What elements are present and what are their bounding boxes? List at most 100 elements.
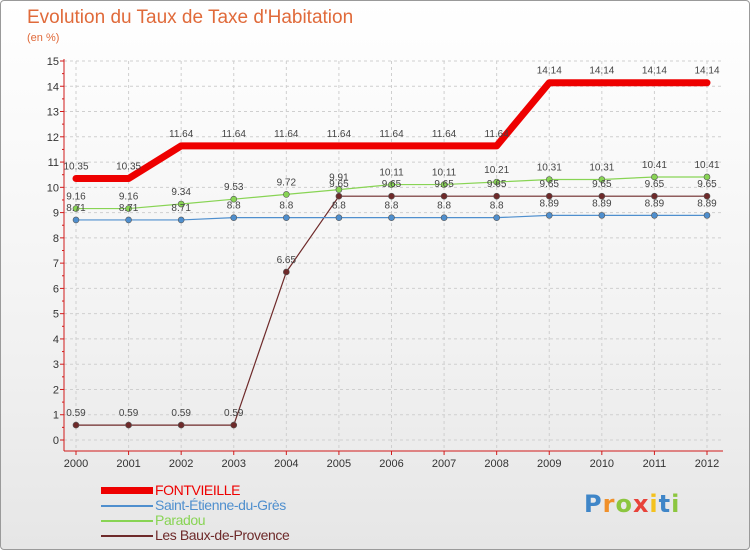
legend-item: FONTVIEILLE (101, 483, 361, 498)
data-point (440, 181, 448, 188)
data-point (72, 205, 80, 212)
data-label: 14.14 (642, 66, 667, 77)
data-point (545, 176, 553, 183)
data-label: 6.65 (277, 255, 297, 266)
data-label: 8.8 (385, 201, 399, 212)
data-label: 0.59 (66, 408, 86, 419)
data-label: 11.64 (485, 129, 510, 140)
data-point (125, 216, 132, 224)
logo-letter: o (615, 490, 633, 518)
logo-letter: P (584, 490, 603, 518)
data-point (388, 192, 395, 200)
x-tick-label: 2007 (432, 458, 456, 470)
data-point (125, 205, 132, 212)
data-point (545, 192, 553, 200)
legend-item: Les Baux-de-Provence (101, 528, 361, 543)
y-tick-label: 10 (47, 182, 59, 194)
logo-letter: x (632, 490, 650, 518)
y-tick-label: 7 (53, 258, 59, 270)
data-point (283, 268, 290, 276)
y-tick-label: 4 (53, 334, 59, 346)
y-tick-label: 14 (47, 81, 59, 93)
data-point (598, 192, 606, 200)
chart-subtitle: (en %) (27, 32, 60, 44)
data-label: 8.89 (540, 198, 560, 209)
data-point (230, 421, 238, 429)
data-point (72, 216, 80, 224)
data-label: 8.89 (697, 198, 717, 209)
data-point (177, 421, 185, 429)
legend-item: Paradou (101, 513, 361, 528)
y-tick-label: 13 (47, 107, 59, 119)
x-tick-label: 2010 (590, 458, 614, 470)
data-label: 9.34 (171, 187, 191, 198)
x-tick-label: 2004 (274, 458, 298, 470)
data-label: 8.8 (279, 201, 293, 212)
data-point (703, 173, 711, 181)
data-label: 14.14 (589, 66, 614, 77)
data-label: 14.14 (537, 66, 562, 77)
legend-label: Les Baux-de-Provence (155, 527, 290, 543)
data-label: 9.16 (66, 192, 86, 203)
legend-label: Paradou (155, 512, 206, 528)
data-label: 10.31 (589, 163, 614, 174)
data-point (388, 214, 395, 221)
data-label: 9.65 (329, 179, 349, 190)
data-label: 8.89 (592, 198, 612, 209)
data-point (125, 421, 132, 429)
data-point (493, 178, 500, 186)
data-point (335, 186, 343, 193)
data-label: 8.71 (171, 203, 191, 214)
x-tick-label: 2011 (643, 458, 667, 470)
y-tick-label: 11 (48, 157, 59, 169)
data-label: 9.65 (434, 179, 454, 190)
data-point (703, 212, 711, 219)
data-label: 8.8 (437, 201, 451, 212)
data-label: 9.72 (277, 177, 297, 188)
data-label: 9.16 (119, 192, 139, 203)
data-point (598, 176, 606, 183)
data-point (335, 214, 343, 221)
data-point (230, 195, 238, 203)
data-label: 9.65 (592, 179, 612, 190)
logo-letter: i (649, 490, 659, 518)
legend-label: FONTVIEILLE (155, 482, 241, 498)
data-label: 8.71 (119, 203, 139, 214)
data-label: 9.65 (645, 179, 665, 190)
x-tick-label: 2008 (484, 458, 508, 470)
data-label: 14.14 (694, 66, 719, 77)
data-point (545, 212, 553, 219)
x-tick-label: 2009 (537, 458, 561, 470)
data-point (651, 212, 658, 219)
x-tick-label: 2006 (379, 458, 403, 470)
data-label: 11.64 (432, 129, 457, 140)
data-label: 10.35 (116, 161, 141, 172)
data-label: 8.8 (490, 201, 504, 212)
data-label: 11.64 (327, 129, 352, 140)
data-label: 10.11 (379, 168, 404, 179)
legend-swatch (101, 534, 153, 537)
data-label: 8.8 (332, 201, 346, 212)
series-line-0 (72, 79, 711, 182)
data-label: 9.65 (487, 179, 507, 190)
data-label: 9.65 (382, 179, 402, 190)
y-tick-label: 0 (53, 435, 59, 447)
data-point (335, 192, 343, 200)
data-label: 11.64 (379, 129, 404, 140)
data-point (283, 214, 290, 221)
legend: FONTVIEILLE Saint-Étienne-du-Grès Paradou L… (101, 483, 361, 543)
x-tick-label: 2005 (327, 458, 351, 470)
data-label: 10.41 (694, 160, 719, 171)
x-tick-label: 2001 (116, 458, 140, 470)
x-tick-label: 2000 (64, 458, 88, 470)
data-point (598, 212, 606, 219)
data-point (230, 214, 238, 221)
data-label: 10.41 (642, 160, 667, 171)
data-point (493, 214, 500, 221)
logo-letter: i (671, 490, 681, 518)
data-label: 8.89 (645, 198, 665, 209)
data-label: 0.59 (224, 408, 244, 419)
data-label: 10.35 (63, 161, 88, 172)
data-point (177, 200, 185, 208)
legend-swatch (101, 487, 153, 494)
